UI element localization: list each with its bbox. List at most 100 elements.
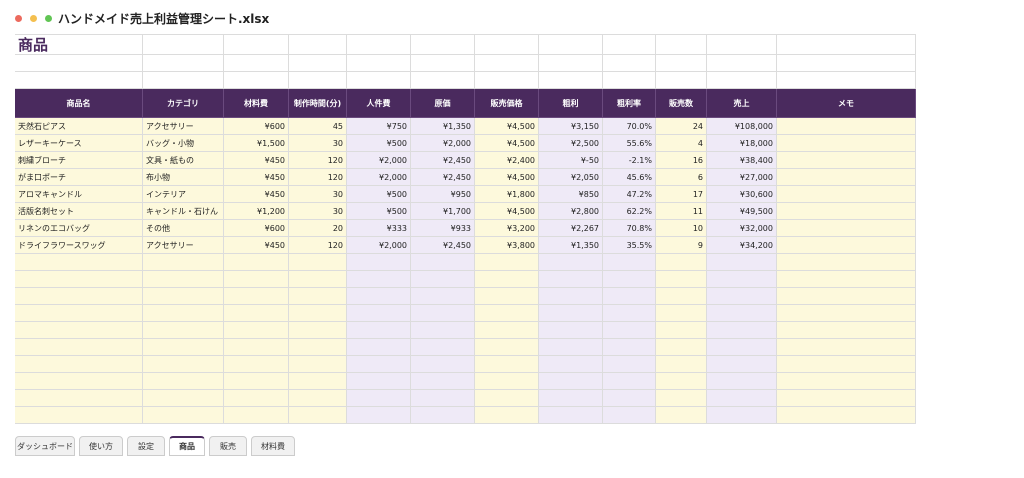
cell: ¥38,400 [707,152,777,169]
cell [656,339,707,356]
column-header: メモ [777,89,916,118]
cell [143,407,224,424]
cell [603,34,656,55]
cell [143,288,224,305]
cell [289,271,347,288]
column-header: 粗利 [539,89,603,118]
cell [224,305,289,322]
cell: ¥2,000 [347,152,411,169]
cell: ¥1,350 [411,118,475,135]
cell: 刺繍ブローチ [15,152,143,169]
cell [539,254,603,271]
cell: ¥1,800 [475,186,539,203]
cell: その他 [143,220,224,237]
cell [539,288,603,305]
cell [15,254,143,271]
cell [143,322,224,339]
cell [475,271,539,288]
cell [707,34,777,55]
cell [656,305,707,322]
cell [289,34,347,55]
cell [347,356,411,373]
cell: 20 [289,220,347,237]
cell [347,271,411,288]
cell [224,288,289,305]
cell [603,407,656,424]
cell [15,356,143,373]
cell [143,339,224,356]
cell [224,407,289,424]
sheet-tab[interactable]: ダッシュボード [15,436,75,456]
cell [707,322,777,339]
cell: キャンドル・石けん [143,203,224,220]
sheet-tab[interactable]: 使い方 [79,436,123,456]
cell [411,55,475,72]
cell [347,390,411,407]
cell [777,288,916,305]
cell [539,305,603,322]
cell [224,390,289,407]
cell [707,254,777,271]
cell [603,322,656,339]
cell: ¥2,450 [411,152,475,169]
cell [475,72,539,89]
cell [656,34,707,55]
cell [707,55,777,72]
maximize-button[interactable] [45,15,52,22]
cell [289,305,347,322]
cell: 11 [656,203,707,220]
sheet-tab[interactable]: 材料費 [251,436,295,456]
cell [603,288,656,305]
cell: ¥4,500 [475,118,539,135]
cell [289,373,347,390]
cell: ¥450 [224,152,289,169]
cell [539,407,603,424]
sheet-tab[interactable]: 設定 [127,436,165,456]
cell [777,203,916,220]
column-header: 売上 [707,89,777,118]
cell: ¥2,267 [539,220,603,237]
cell [707,271,777,288]
cell [143,390,224,407]
cell: ¥1,700 [411,203,475,220]
cell [656,373,707,390]
cell [707,339,777,356]
minimize-button[interactable] [30,15,37,22]
cell [539,322,603,339]
cell: ¥2,450 [411,169,475,186]
cell [707,72,777,89]
cell [777,339,916,356]
cell [777,186,916,203]
cell: 45 [289,118,347,135]
cell [539,72,603,89]
cell: ドライフラワースワッグ [15,237,143,254]
cell [777,373,916,390]
cell: 活版名刺セット [15,203,143,220]
cell: 47.2% [603,186,656,203]
cell [15,72,143,89]
cell [224,72,289,89]
cell: 布小物 [143,169,224,186]
cell [289,407,347,424]
cell: ¥1,350 [539,237,603,254]
cell [224,55,289,72]
cell [777,407,916,424]
cell: ¥3,200 [475,220,539,237]
column-header: 人件費 [347,89,411,118]
cell [603,305,656,322]
cell [143,254,224,271]
cell: ¥450 [224,186,289,203]
cell: 70.8% [603,220,656,237]
sheet-tab[interactable]: 販売 [209,436,247,456]
cell: 24 [656,118,707,135]
cell [539,34,603,55]
cell: ¥750 [347,118,411,135]
cell: リネンのエコバッグ [15,220,143,237]
cell: 62.2% [603,203,656,220]
cell: 45.6% [603,169,656,186]
close-button[interactable] [15,15,22,22]
cell: ¥450 [224,169,289,186]
sheet-tab[interactable]: 商品 [169,436,205,456]
cell: ¥950 [411,186,475,203]
cell: 9 [656,237,707,254]
